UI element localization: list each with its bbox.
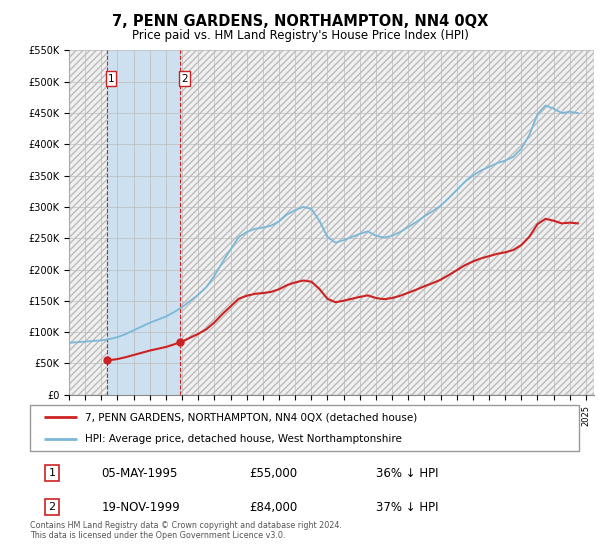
Text: 05-MAY-1995: 05-MAY-1995	[101, 467, 178, 480]
FancyBboxPatch shape	[30, 405, 579, 451]
Text: 7, PENN GARDENS, NORTHAMPTON, NN4 0QX (detached house): 7, PENN GARDENS, NORTHAMPTON, NN4 0QX (d…	[85, 412, 417, 422]
Text: £84,000: £84,000	[250, 501, 298, 514]
Bar	[107, 50, 180, 395]
Bar	[69, 50, 594, 395]
Text: 7, PENN GARDENS, NORTHAMPTON, NN4 0QX: 7, PENN GARDENS, NORTHAMPTON, NN4 0QX	[112, 14, 488, 29]
Text: This data is licensed under the Open Government Licence v3.0.: This data is licensed under the Open Gov…	[30, 531, 286, 540]
Text: £55,000: £55,000	[250, 467, 298, 480]
Text: 37% ↓ HPI: 37% ↓ HPI	[376, 501, 439, 514]
Text: Contains HM Land Registry data © Crown copyright and database right 2024.: Contains HM Land Registry data © Crown c…	[30, 521, 342, 530]
Text: 19-NOV-1999: 19-NOV-1999	[101, 501, 180, 514]
Text: 36% ↓ HPI: 36% ↓ HPI	[376, 467, 439, 480]
Text: 1: 1	[107, 73, 115, 83]
Text: 2: 2	[49, 502, 56, 512]
Text: 1: 1	[49, 468, 55, 478]
Text: Price paid vs. HM Land Registry's House Price Index (HPI): Price paid vs. HM Land Registry's House …	[131, 29, 469, 42]
Text: HPI: Average price, detached house, West Northamptonshire: HPI: Average price, detached house, West…	[85, 435, 402, 444]
Text: 2: 2	[181, 73, 187, 83]
